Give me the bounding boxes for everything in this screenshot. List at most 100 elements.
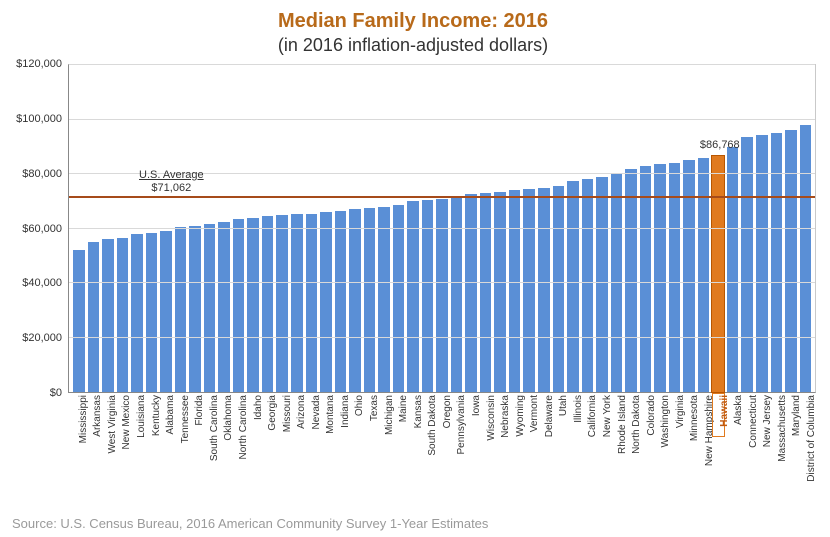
bar: [233, 219, 245, 392]
bar: [146, 233, 158, 392]
bar: [262, 216, 274, 392]
y-tick-label: $0: [0, 387, 62, 399]
bar: [451, 197, 463, 392]
bar: [683, 160, 695, 392]
x-label: Kansas: [407, 395, 419, 511]
x-label: Maryland: [786, 395, 798, 511]
x-label: Georgia: [261, 395, 273, 511]
bar: [102, 239, 114, 392]
bar: [247, 218, 259, 392]
x-label: Arkansas: [87, 395, 99, 511]
x-label: New York: [596, 395, 608, 511]
x-label: Oklahoma: [218, 395, 230, 511]
bar: [378, 207, 390, 392]
x-label: Pennsylvania: [451, 395, 463, 511]
x-label: Connecticut: [742, 395, 754, 511]
x-axis-labels: MississippiArkansasWest VirginiaNew Mexi…: [72, 395, 812, 511]
bars-container: [73, 65, 811, 392]
x-label: Texas: [363, 395, 375, 511]
gridline: [69, 337, 815, 338]
x-label: Colorado: [640, 395, 652, 511]
x-label: Alabama: [159, 395, 171, 511]
bar: [335, 211, 347, 392]
x-label: North Carolina: [232, 395, 244, 511]
x-label: Indiana: [334, 395, 346, 511]
x-label: Maine: [392, 395, 404, 511]
bar: [596, 177, 608, 392]
us-average-label: U.S. Average$71,062: [139, 169, 204, 195]
x-label: Minnesota: [684, 395, 696, 511]
bar: [771, 133, 783, 392]
x-label: Hawaii: [713, 395, 725, 511]
bar: [349, 209, 361, 392]
bar: [276, 215, 288, 392]
bar: [88, 242, 100, 392]
bar: [320, 212, 332, 392]
bar: [553, 186, 565, 392]
x-label: Montana: [320, 395, 332, 511]
bar: [422, 200, 434, 392]
source-text: Source: U.S. Census Bureau, 2016 America…: [12, 516, 488, 531]
bar: [117, 238, 129, 392]
x-label: South Dakota: [422, 395, 434, 511]
bar: [698, 158, 710, 392]
median-income-chart: Median Family Income: 2016 (in 2016 infl…: [0, 0, 830, 537]
x-label: Kentucky: [145, 395, 157, 511]
x-label: Alaska: [727, 395, 739, 511]
bar: [800, 125, 812, 392]
us-average-line: [69, 196, 815, 198]
bar: [727, 147, 739, 392]
plot-area: U.S. Average$71,062 $86,768: [68, 64, 816, 393]
x-label: Utah: [553, 395, 565, 511]
x-label: Washington: [655, 395, 667, 511]
x-label: Rhode Island: [611, 395, 623, 511]
x-label: Virginia: [669, 395, 681, 511]
x-label: Missouri: [276, 395, 288, 511]
y-tick-label: $100,000: [0, 113, 62, 125]
bar: [480, 193, 492, 392]
bar: [640, 166, 652, 392]
x-label: Nebraska: [494, 395, 506, 511]
bar: [567, 181, 579, 392]
bar: [393, 205, 405, 392]
x-label: Illinois: [567, 395, 579, 511]
x-label: Ohio: [349, 395, 361, 511]
x-label: Louisiana: [130, 395, 142, 511]
gridline: [69, 228, 815, 229]
y-tick-label: $20,000: [0, 332, 62, 344]
x-label: South Carolina: [203, 395, 215, 511]
x-label: Idaho: [247, 395, 259, 511]
y-tick-label: $80,000: [0, 168, 62, 180]
x-label: Oregon: [436, 395, 448, 511]
bar: [175, 227, 187, 392]
x-label: New Hampshire: [698, 395, 710, 511]
bar: [785, 130, 797, 392]
bar: [306, 214, 318, 392]
x-label: Michigan: [378, 395, 390, 511]
x-label: New Jersey: [756, 395, 768, 511]
x-label: Florida: [189, 395, 201, 511]
gridline: [69, 119, 815, 120]
bar: [582, 179, 594, 392]
y-tick-label: $40,000: [0, 277, 62, 289]
x-label: Wyoming: [509, 395, 521, 511]
x-label: New Mexico: [116, 395, 128, 511]
x-label: Wisconsin: [480, 395, 492, 511]
bar: [73, 250, 85, 392]
x-label: West Virginia: [101, 395, 113, 511]
bar: [204, 224, 216, 392]
bar: [160, 231, 172, 392]
gridline: [69, 282, 815, 283]
bar: [465, 194, 477, 392]
chart-titles: Median Family Income: 2016 (in 2016 infl…: [8, 8, 818, 57]
gridline: [69, 64, 815, 65]
x-label: California: [582, 395, 594, 511]
highlight-callout: $86,768: [700, 139, 740, 151]
chart-title: Median Family Income: 2016: [8, 8, 818, 34]
x-label: Tennessee: [174, 395, 186, 511]
x-label: Mississippi: [72, 395, 84, 511]
bar: [538, 188, 550, 392]
y-tick-label: $60,000: [0, 223, 62, 235]
bar: [654, 164, 666, 392]
y-tick-label: $120,000: [0, 58, 62, 70]
